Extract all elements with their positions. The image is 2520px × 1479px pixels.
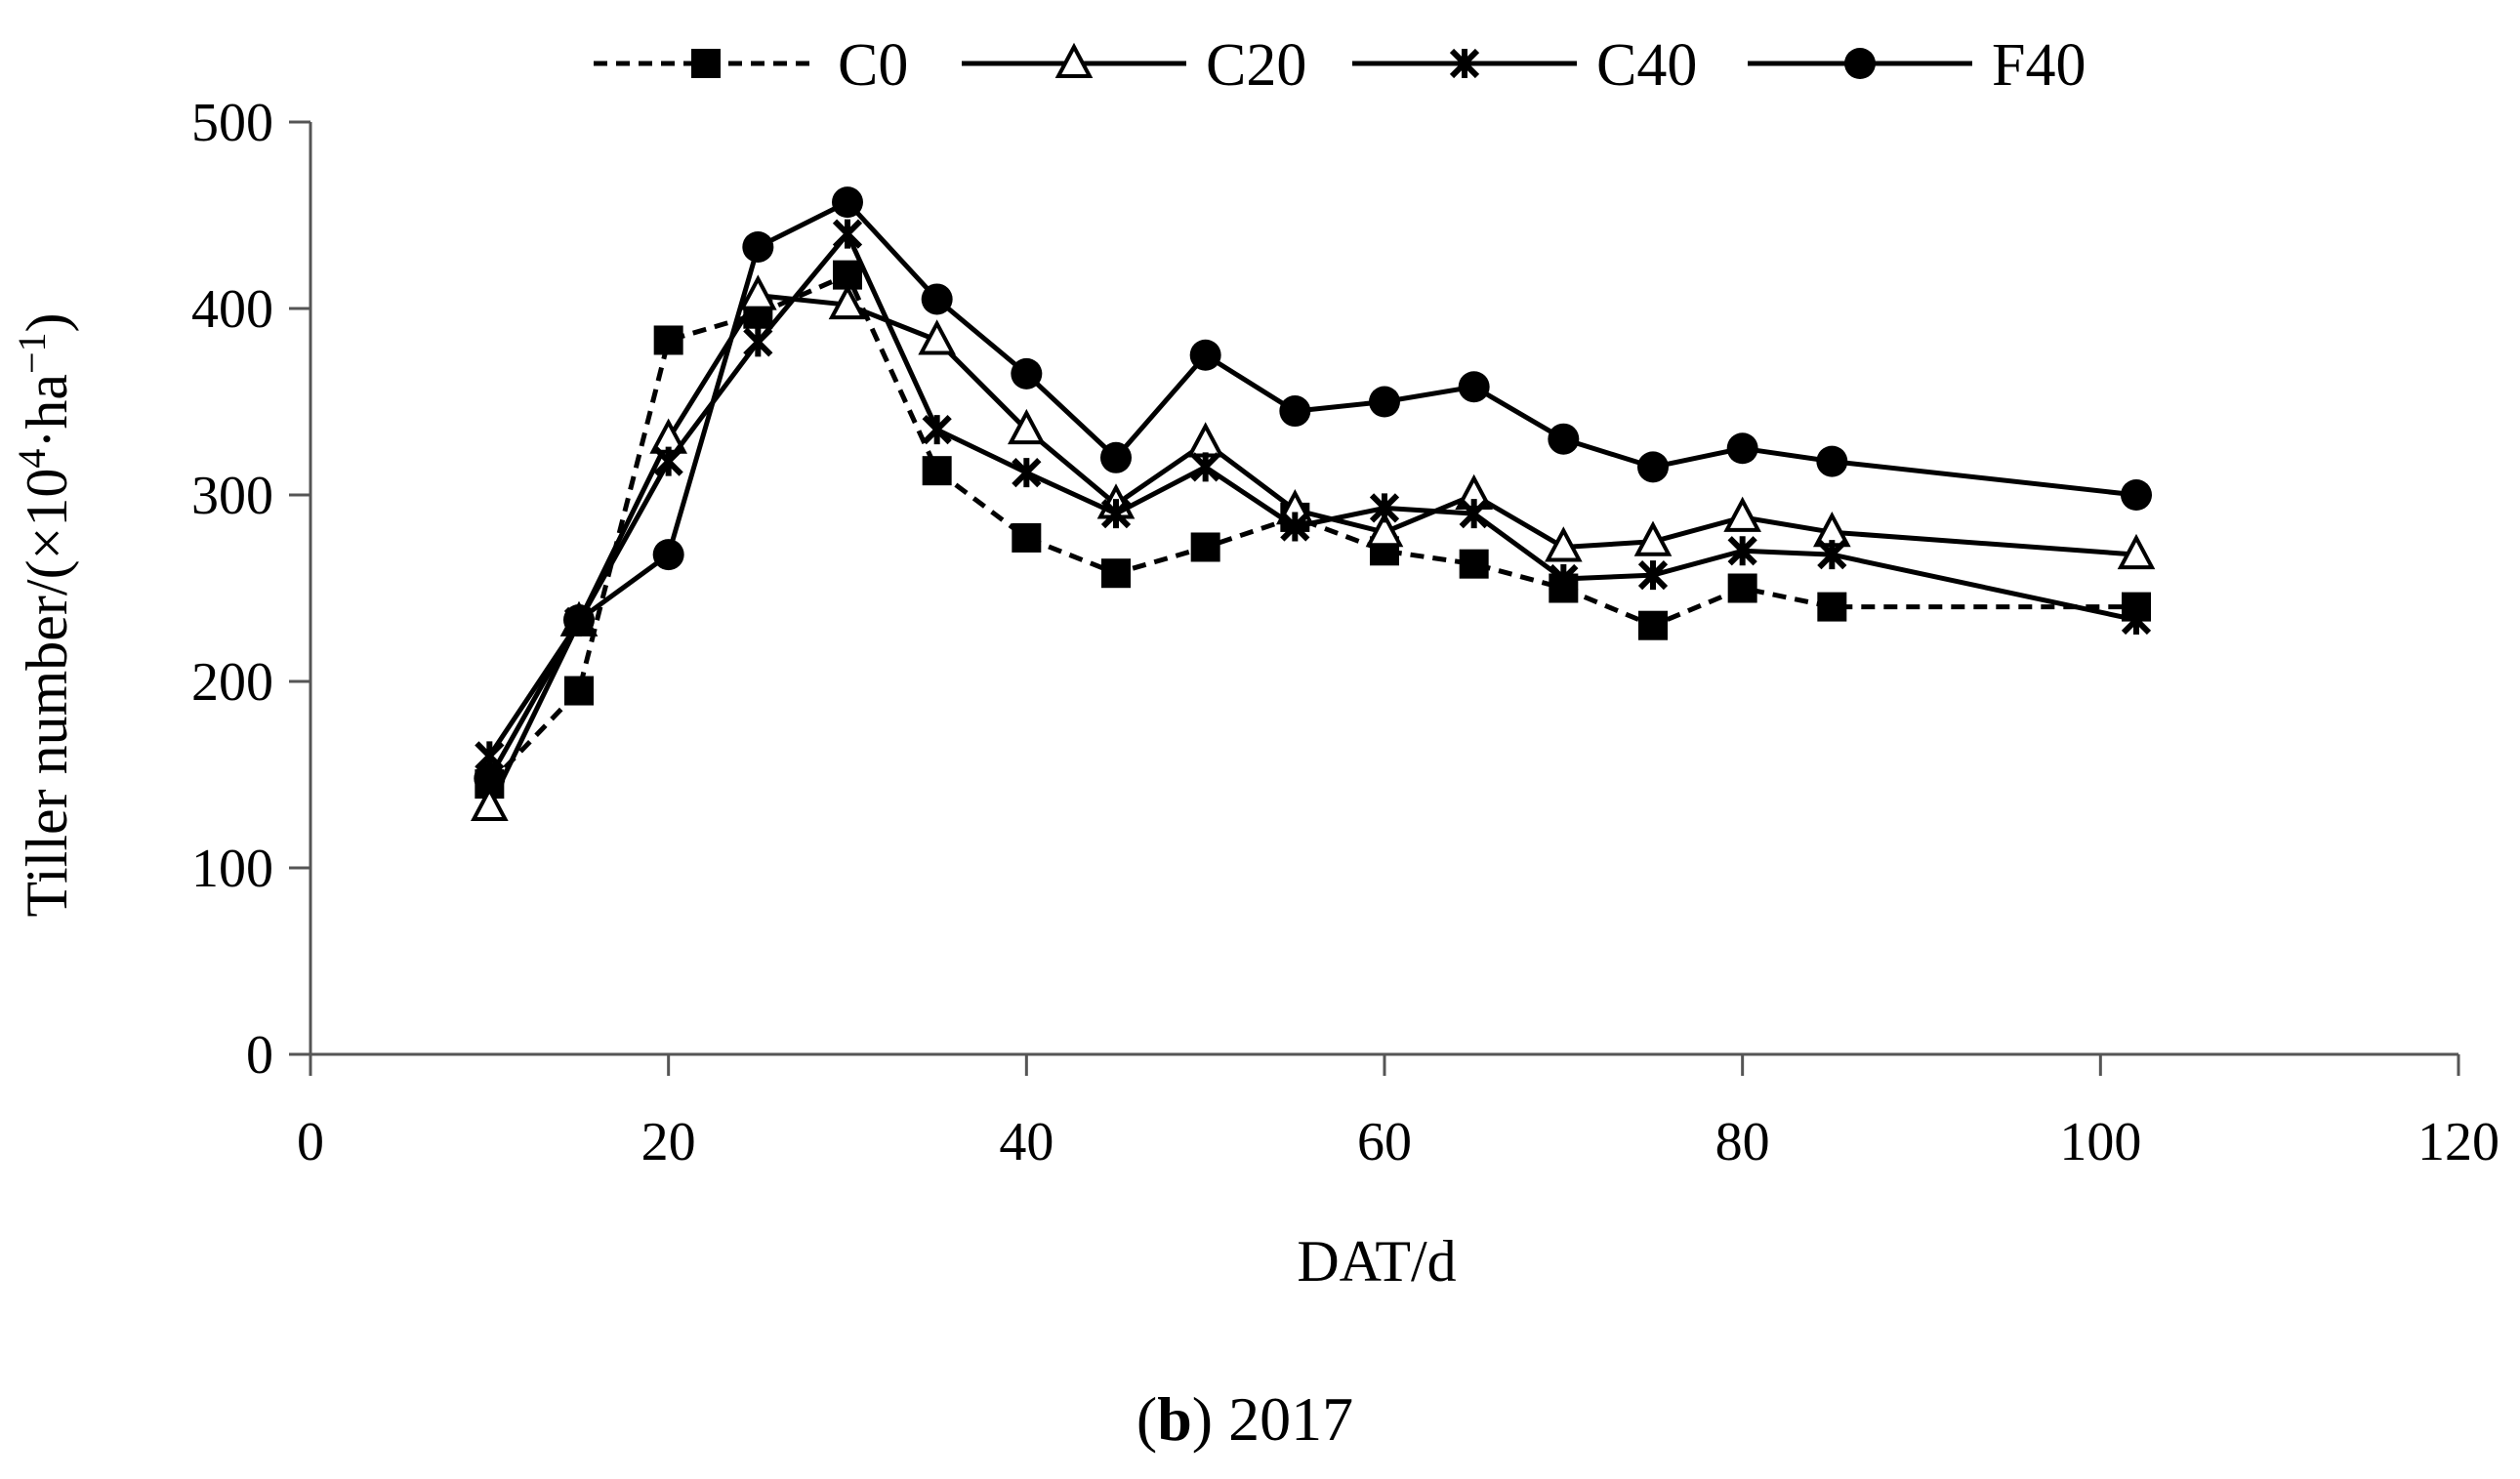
y-tick-label: 500 <box>191 93 273 153</box>
data-point-f40 <box>1011 357 1043 390</box>
data-point-c40 <box>1727 536 1757 566</box>
data-point-c40 <box>1280 512 1310 542</box>
y-tick-label: 0 <box>246 1025 273 1086</box>
x-tick-label: 40 <box>999 1112 1053 1172</box>
data-point-c20 <box>1545 526 1583 562</box>
data-point-c0 <box>1727 573 1757 603</box>
legend-item-f40: F40 <box>1748 32 2086 99</box>
series-f40 <box>474 186 2152 795</box>
legend-label: C0 <box>838 32 908 99</box>
data-point-c40 <box>1012 457 1042 488</box>
data-point-f40 <box>1458 371 1490 403</box>
legend-item-c20: C20 <box>962 32 1306 99</box>
data-point-c40 <box>1369 493 1400 523</box>
y-tick-label: 300 <box>191 466 273 526</box>
data-point-c20 <box>828 283 867 320</box>
x-tick-label: 100 <box>2059 1112 2141 1172</box>
data-point-c40 <box>653 446 683 476</box>
x-tick-label: 20 <box>641 1112 696 1172</box>
data-point-c0 <box>1190 532 1220 562</box>
data-point-c0 <box>922 456 952 486</box>
data-point-c40 <box>1459 498 1489 529</box>
data-point-f40 <box>1637 451 1669 483</box>
axes: 0 100 200 300 400 500 0 20 40 60 80 100 120 <box>191 93 2499 1172</box>
y-axis-title-end: ) <box>15 312 79 332</box>
series-line-c0 <box>487 272 2136 786</box>
y-tick-label: 200 <box>191 652 273 713</box>
data-point-c0 <box>653 325 683 355</box>
legend-label: C40 <box>1596 32 1697 99</box>
data-point-c20 <box>1008 408 1046 445</box>
y-axis-title-main: Tiller number/(×10 <box>15 469 79 918</box>
data-point-f40 <box>921 283 953 315</box>
legend-item-c40: C40 <box>1352 32 1697 99</box>
data-point-f40 <box>1100 441 1132 473</box>
data-point-f40 <box>474 762 506 795</box>
data-point-c0 <box>1012 522 1042 553</box>
data-point-c40 <box>2121 604 2152 636</box>
data-point-c40 <box>743 327 773 357</box>
data-point-c20 <box>1723 496 1761 532</box>
legend-marker-c20 <box>1054 42 1094 78</box>
data-point-c20 <box>738 274 777 310</box>
y-axis-title: Tiller number/(×104·ha−1) <box>10 312 79 917</box>
x-tick-label: 80 <box>1715 1112 1770 1172</box>
series-c40 <box>475 219 2152 771</box>
data-point-c20 <box>471 785 509 821</box>
data-point-f40 <box>652 539 684 571</box>
data-point-c40 <box>1549 563 1579 595</box>
legend-item-c0: C0 <box>594 32 908 99</box>
data-point-f40 <box>1816 445 1848 477</box>
y-tick-label: 400 <box>191 279 273 340</box>
data-point-c40 <box>1190 452 1220 482</box>
caption-open-paren: ( <box>1136 1384 1157 1454</box>
data-point-f40 <box>563 603 595 636</box>
series-layer <box>471 186 2156 821</box>
data-point-c20 <box>2117 533 2156 570</box>
data-point-c0 <box>1459 549 1489 579</box>
x-tick-label: 0 <box>297 1112 324 1172</box>
data-point-f40 <box>742 230 774 263</box>
data-point-c40 <box>1637 560 1669 591</box>
caption-close-paren: ) <box>1192 1384 1213 1454</box>
data-point-f40 <box>1726 432 1758 465</box>
y-axis-title-mid: ·ha <box>15 374 79 449</box>
legend-label: F40 <box>1992 32 2086 99</box>
y-axis-title-sup2: −1 <box>10 332 54 374</box>
y-axis-title-sup1: 4 <box>10 449 54 469</box>
data-point-c40 <box>832 219 863 249</box>
figure-caption: (b) 2017 <box>1136 1384 1353 1454</box>
legend-marker-f40 <box>1844 48 1876 79</box>
caption-year: 2017 <box>1213 1384 1353 1454</box>
data-point-f40 <box>1189 339 1221 371</box>
legend: C0 C20 C40 F40 <box>594 32 2086 99</box>
series-line-f40 <box>487 199 2137 780</box>
x-tick-label: 60 <box>1357 1112 1412 1172</box>
caption-letter: b <box>1157 1384 1192 1454</box>
data-point-c40 <box>1100 498 1132 529</box>
y-tick-label: 100 <box>191 839 273 899</box>
data-point-c40 <box>1817 539 1847 570</box>
legend-label: C20 <box>1206 32 1306 99</box>
x-axis-title: DAT/d <box>1297 1229 1456 1294</box>
data-point-f40 <box>1369 386 1400 418</box>
data-point-c20 <box>1186 422 1224 458</box>
data-point-c20 <box>1633 520 1673 556</box>
series-c0 <box>475 260 2151 800</box>
data-point-c0 <box>1817 592 1847 622</box>
data-point-c20 <box>1365 511 1404 548</box>
legend-marker-c40 <box>1449 48 1480 79</box>
data-point-f40 <box>1279 395 1311 428</box>
x-tick-label: 120 <box>2417 1112 2499 1172</box>
data-point-c0 <box>1638 610 1668 640</box>
data-point-c0 <box>564 676 594 706</box>
data-point-f40 <box>1548 423 1580 455</box>
data-point-c40 <box>922 415 952 445</box>
legend-marker-c0 <box>691 49 721 78</box>
data-point-f40 <box>832 186 863 219</box>
data-point-c0 <box>1101 558 1131 589</box>
data-point-f40 <box>2121 479 2152 511</box>
data-point-c20 <box>918 319 957 355</box>
